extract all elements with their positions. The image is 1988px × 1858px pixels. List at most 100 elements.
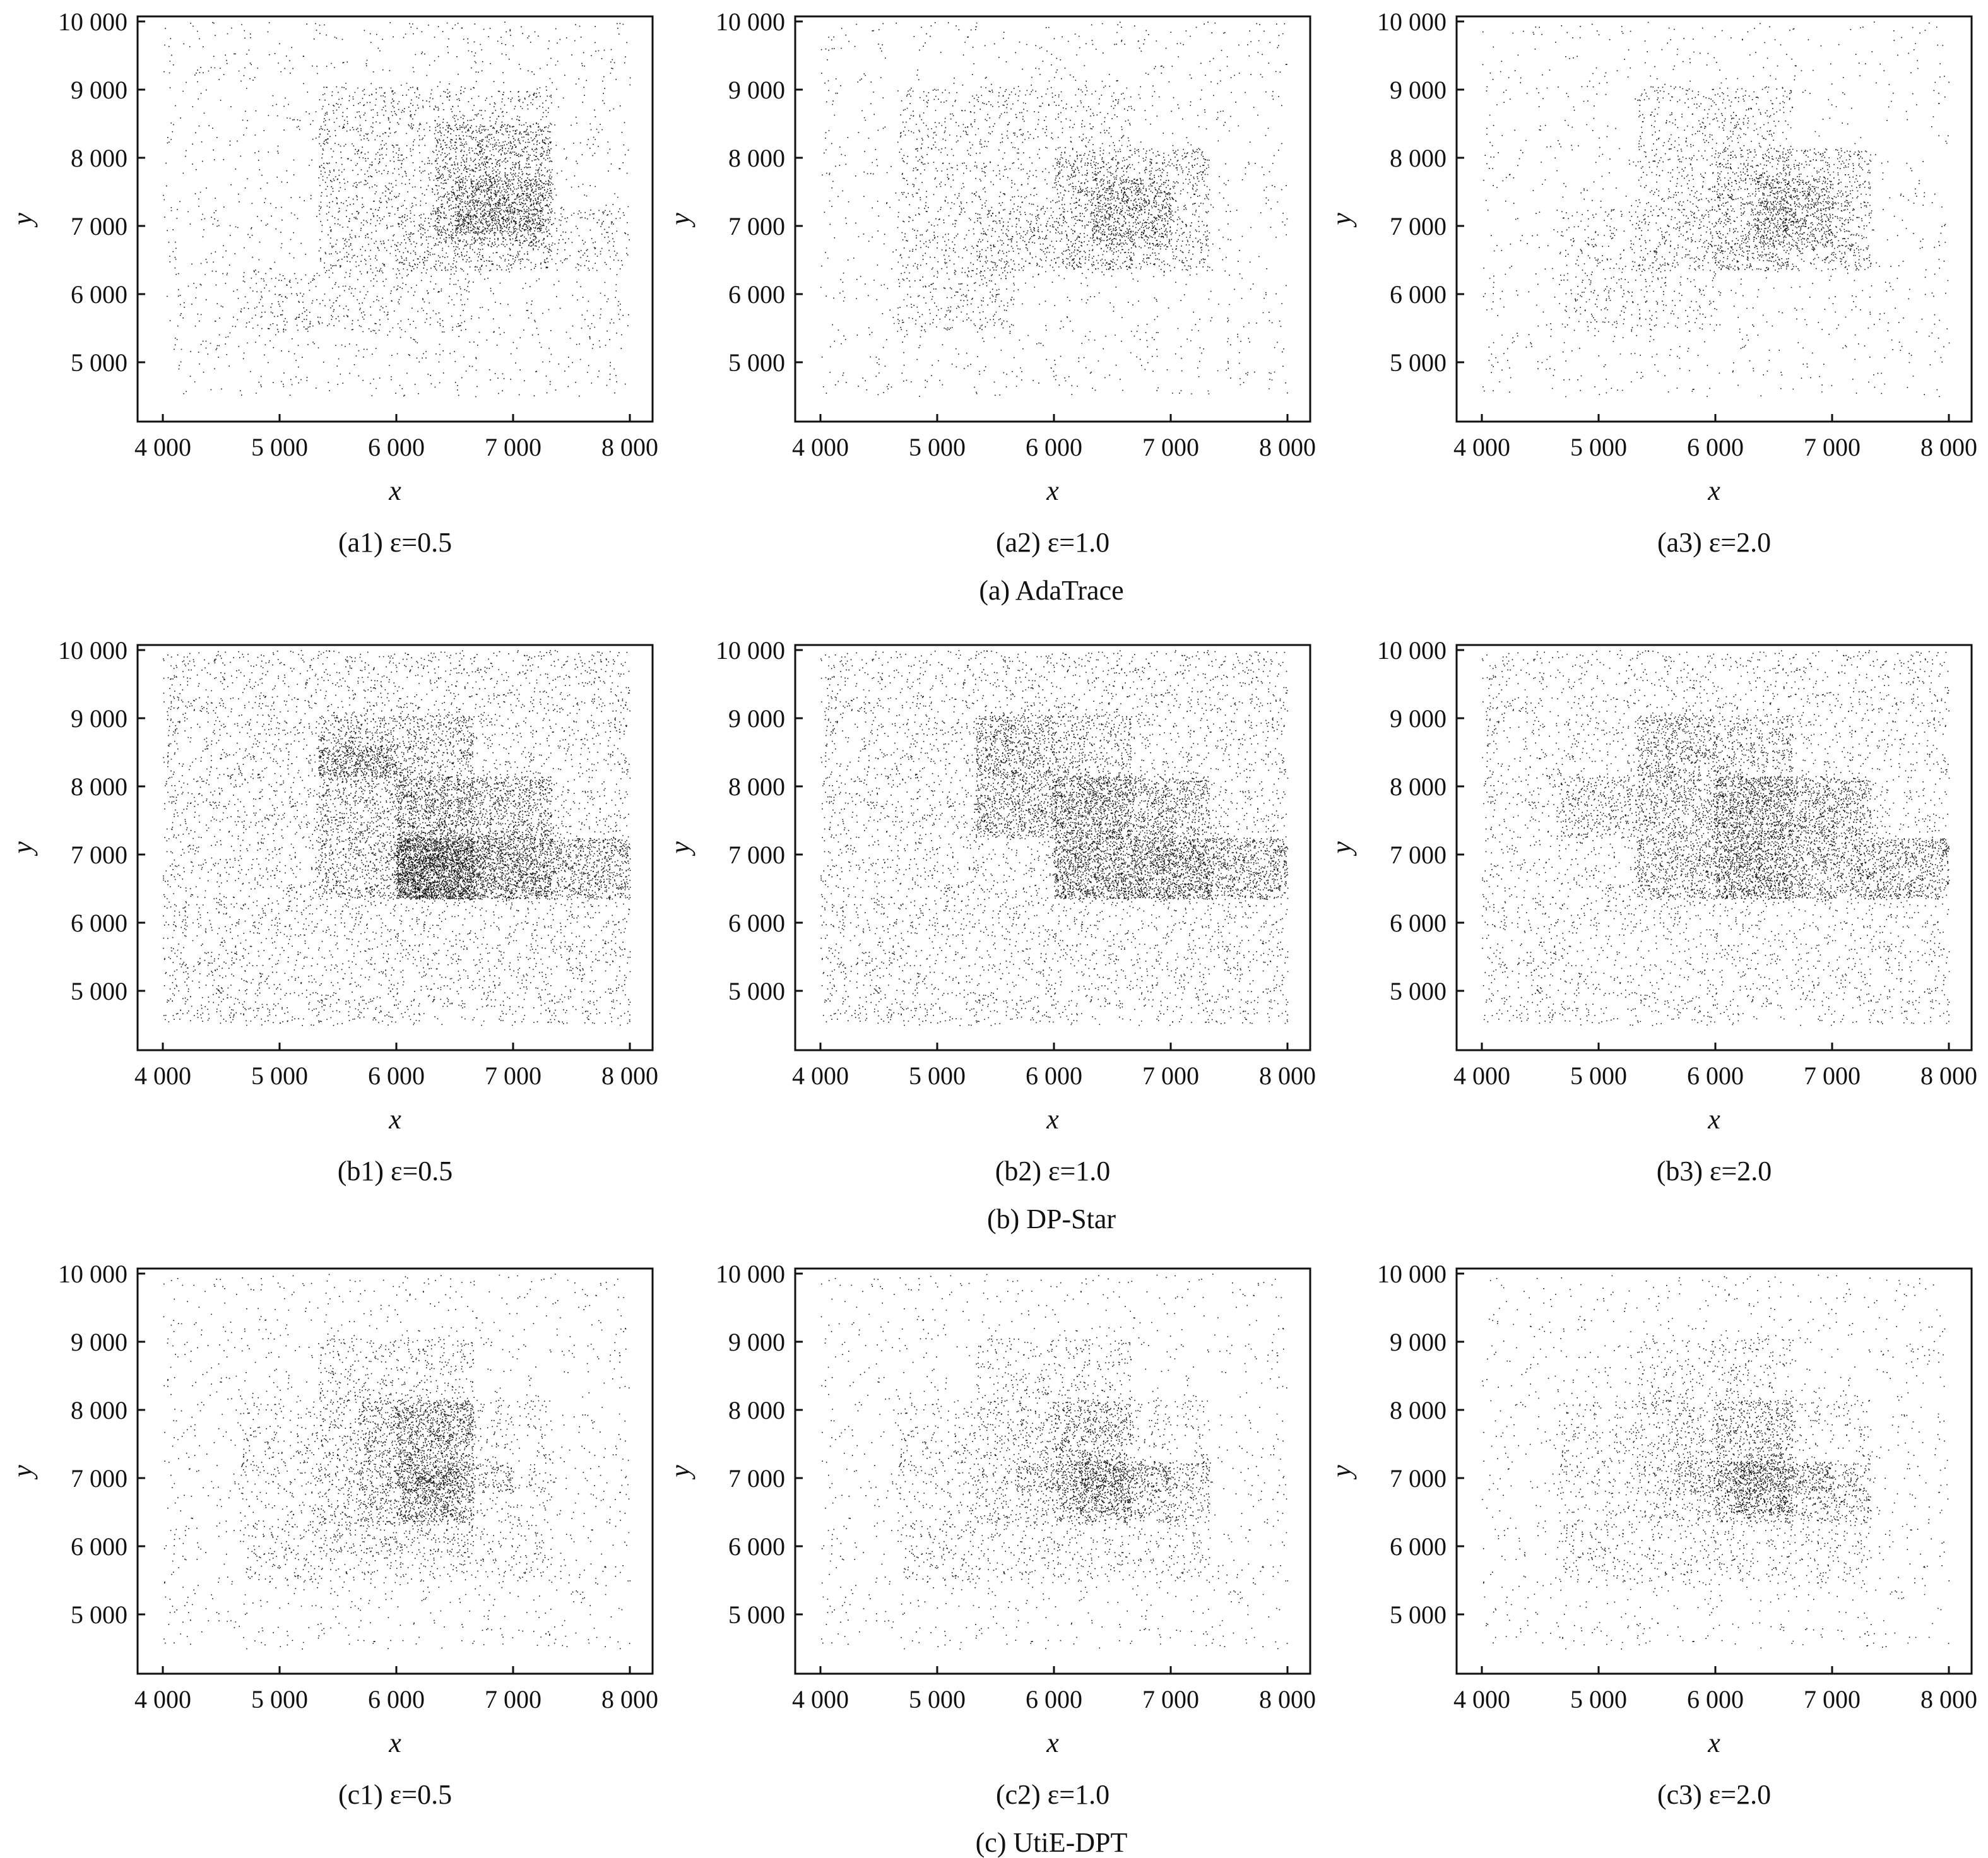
x-tick-label: 5 000 (909, 1062, 966, 1090)
x-tick-label: 4 000 (134, 1062, 191, 1090)
plot-frame (794, 1267, 1311, 1675)
x-tick-label: 6 000 (1687, 1685, 1744, 1713)
y-axis-title: y (665, 213, 695, 228)
panel-caption: (a3) ε=2.0 (1657, 527, 1771, 558)
y-tick-label: 9 000 (1390, 76, 1447, 104)
x-tick-label: 4 000 (1453, 1685, 1510, 1713)
x-tick-label: 7 000 (485, 1062, 541, 1090)
y-tick-label: 8 000 (1390, 772, 1447, 801)
y-axis-title: y (7, 213, 38, 228)
point-cluster (397, 1461, 514, 1493)
y-tick-label: 7 000 (728, 212, 785, 240)
point-cluster (396, 837, 475, 900)
y-tick-label: 5 000 (1390, 348, 1447, 377)
scatter-panel: 4 000 5 000 6 000 7 000 8 000 5 000 6 000 7 000… (7, 636, 658, 1186)
point-cluster (396, 209, 630, 271)
group-caption: (a) AdaTrace (979, 575, 1123, 606)
x-tick-label: 5 000 (909, 1685, 966, 1713)
panel-caption: (a1) ε=0.5 (338, 527, 452, 558)
x-tick-label: 6 000 (368, 1685, 425, 1713)
point-cluster (1715, 776, 1794, 900)
x-tick-label: 7 000 (1142, 1685, 1199, 1713)
y-tick-label: 7 000 (1390, 212, 1447, 240)
x-tick-label: 7 000 (1142, 1062, 1199, 1090)
scatter-panel: 4 000 5 000 6 000 7 000 8 000 5 000 6 000 7 000… (7, 8, 658, 558)
y-tick-label: 6 000 (71, 280, 127, 309)
y-tick-label: 10 000 (58, 636, 127, 665)
x-tick-label: 5 000 (251, 1685, 308, 1713)
point-cluster (1092, 178, 1172, 247)
point-cluster (976, 209, 1055, 271)
y-tick-label: 6 000 (71, 1532, 127, 1561)
y-tick-label: 10 000 (716, 8, 785, 36)
x-tick-label: 6 000 (1026, 1062, 1082, 1090)
y-tick-label: 5 000 (1390, 977, 1447, 1005)
point-cluster (1871, 837, 1950, 900)
y-tick-label: 10 000 (58, 8, 127, 36)
x-tick-label: 8 000 (601, 433, 658, 461)
point-cluster (1637, 86, 1794, 271)
x-axis-title: x (1707, 475, 1720, 506)
point-cluster (1054, 147, 1210, 271)
point-cluster (1482, 21, 1950, 398)
scatter-points (1482, 21, 1950, 398)
y-tick-label: 7 000 (1390, 1464, 1447, 1493)
y-tick-label: 6 000 (728, 909, 785, 937)
y-tick-label: 9 000 (728, 76, 785, 104)
x-axis-title: x (1046, 475, 1059, 506)
y-tick-label: 7 000 (728, 841, 785, 869)
scatter-panel: 4 000 5 000 6 000 7 000 8 000 5 000 6 000 7 000… (1326, 8, 1977, 558)
scatter-points (820, 21, 1288, 397)
panel-caption: (b2) ε=1.0 (995, 1156, 1111, 1186)
y-tick-label: 7 000 (71, 212, 127, 240)
x-tick-label: 8 000 (601, 1062, 658, 1090)
point-cluster (1559, 209, 1717, 332)
x-tick-label: 5 000 (1570, 1062, 1627, 1090)
y-tick-label: 10 000 (1377, 636, 1447, 665)
group-caption: (b) DP-Star (987, 1204, 1116, 1234)
plot-frame (1455, 15, 1973, 423)
y-tick-label: 6 000 (1390, 1532, 1447, 1561)
y-tick-label: 9 000 (1390, 1328, 1447, 1356)
plot-frame (794, 15, 1311, 423)
x-tick-label: 8 000 (1259, 1685, 1316, 1713)
point-cluster (1482, 650, 1950, 1026)
y-tick-label: 6 000 (71, 909, 127, 937)
y-axis-title: y (665, 1465, 695, 1480)
point-cluster (1054, 714, 1132, 778)
scatter-points (163, 1274, 631, 1650)
scatter-panel: 4 000 5 000 6 000 7 000 8 000 5 000 6 000 7 000… (665, 636, 1316, 1186)
y-tick-label: 7 000 (728, 1464, 785, 1493)
panel-caption: (a2) ε=1.0 (996, 527, 1109, 558)
y-tick-label: 9 000 (71, 76, 127, 104)
panel-caption: (c2) ε=1.0 (996, 1779, 1109, 1810)
y-tick-label: 5 000 (728, 1601, 785, 1629)
point-cluster (1014, 1461, 1171, 1493)
plot-frame (136, 15, 654, 423)
x-tick-label: 5 000 (909, 433, 966, 461)
point-cluster (1482, 1274, 1950, 1650)
scatter-points (820, 1274, 1289, 1650)
point-cluster (435, 124, 553, 247)
point-cluster (820, 1274, 1289, 1650)
x-tick-label: 7 000 (1804, 1062, 1861, 1090)
plot-frame (136, 644, 654, 1051)
point-cluster (163, 650, 631, 1026)
point-cluster (1054, 776, 1132, 900)
scatter-points (1482, 1274, 1950, 1650)
x-axis-title: x (388, 1727, 401, 1758)
plot-frame (1455, 644, 1973, 1051)
point-cluster (1793, 1462, 1872, 1524)
y-axis-title: y (1326, 213, 1357, 228)
x-tick-label: 7 000 (485, 433, 541, 461)
point-cluster (1073, 1461, 1132, 1513)
point-cluster (1131, 776, 1210, 900)
y-tick-label: 8 000 (1390, 1396, 1447, 1424)
y-tick-label: 5 000 (728, 977, 785, 1005)
scatter-points (163, 650, 631, 1026)
point-cluster (1637, 714, 1717, 900)
x-tick-label: 6 000 (1026, 433, 1082, 461)
scatter-points (163, 21, 631, 398)
y-tick-label: 9 000 (728, 704, 785, 733)
x-tick-label: 4 000 (134, 433, 191, 461)
